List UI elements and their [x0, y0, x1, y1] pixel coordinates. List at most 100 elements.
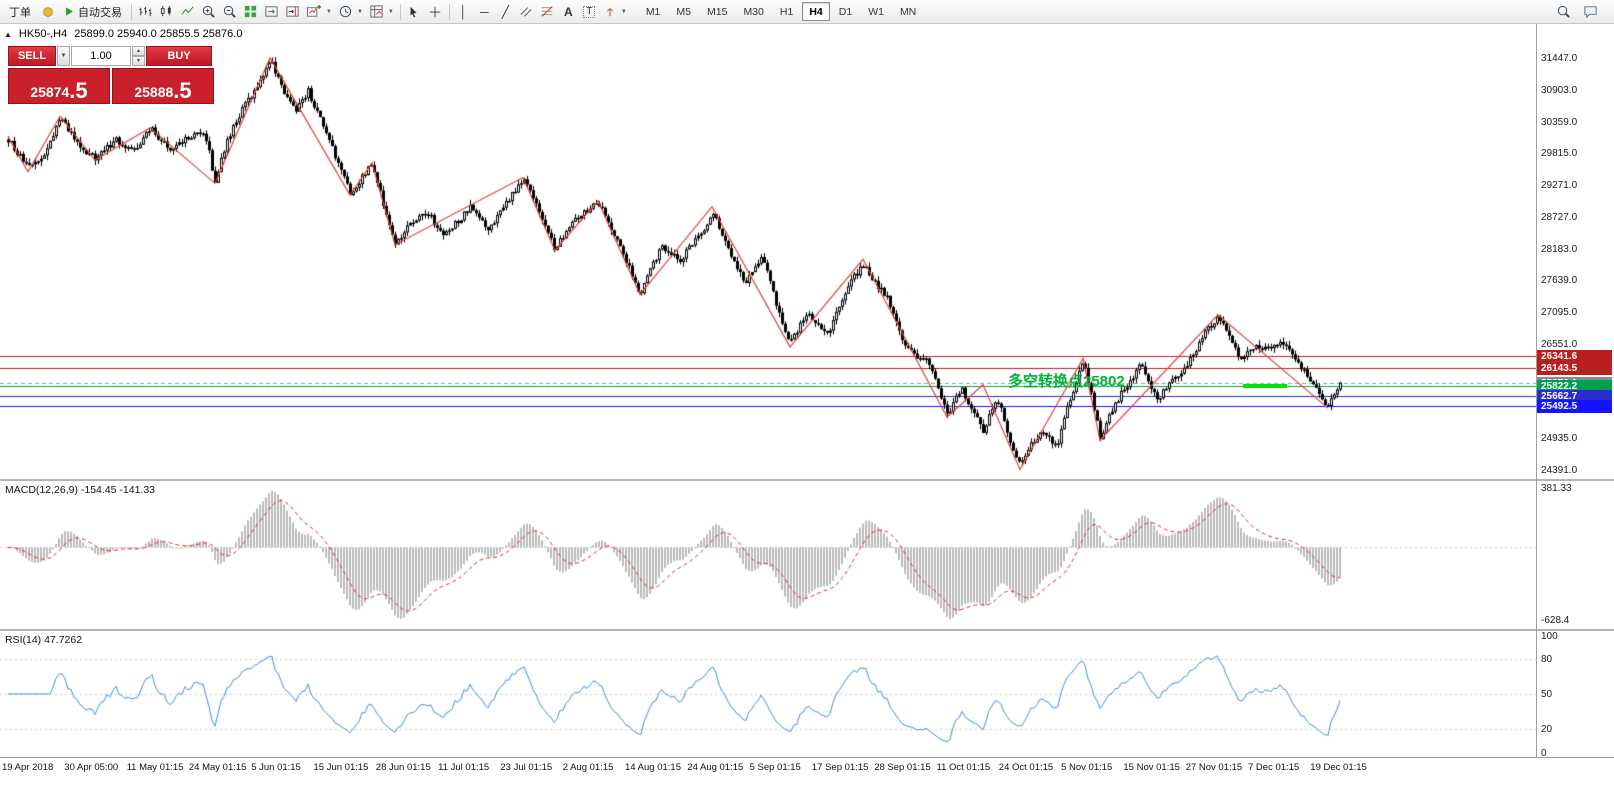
ohlc-bars-button[interactable]	[135, 2, 156, 22]
time-axis-label: 11 May 01:15	[126, 762, 184, 773]
pane-divider[interactable]	[0, 629, 1614, 631]
sell-price-display[interactable]: 25874.5	[8, 68, 110, 104]
chevron-down-icon: ▼	[326, 8, 332, 15]
time-axis-label: 5 Sep 01:15	[749, 762, 801, 773]
autotrade-label: 自动交易	[78, 6, 122, 19]
price-axis-label: 30359.0	[1541, 116, 1578, 128]
text-tool-button[interactable]: A	[558, 2, 579, 22]
time-axis-label: 5 Jun 01:15	[251, 762, 301, 773]
toolbar-separator	[448, 3, 450, 20]
order-tag-button[interactable]	[37, 2, 58, 22]
arrow-icon	[606, 7, 613, 16]
rsi-pane[interactable]: RSI(14) 47.7262	[0, 631, 1536, 757]
green-line-segment[interactable]	[1243, 383, 1287, 388]
macd-canvas[interactable]	[0, 481, 1536, 629]
timeframe-m30-button[interactable]: M30	[743, 5, 764, 18]
rsi-canvas[interactable]	[0, 631, 1536, 757]
trade-panel-toggle-icon[interactable]: ▲	[4, 29, 12, 39]
price-axis-label: 24935.0	[1541, 433, 1578, 445]
macd-pane[interactable]: MACD(12,26,9) -154.45 -141.33	[0, 481, 1536, 629]
timeframe-h1-button[interactable]: H1	[779, 5, 794, 18]
auto-scroll-button[interactable]	[261, 2, 282, 22]
buy-label: BUY	[167, 50, 191, 62]
price-axis-label: 24391.0	[1541, 465, 1578, 476]
tile-windows-button[interactable]	[240, 2, 261, 22]
candlestick-icon	[160, 5, 171, 17]
axis-separator	[1536, 24, 1537, 757]
new-order-label: 丁单	[9, 6, 31, 19]
label-tool-button[interactable]: T	[579, 2, 600, 22]
new-order-button[interactable]: 丁单	[3, 2, 37, 22]
price-axis-label: 29815.0	[1541, 148, 1578, 160]
buy-button[interactable]: BUY	[146, 46, 212, 66]
sell-button[interactable]: SELL	[8, 46, 56, 66]
order-type-dropdown[interactable]: ▼	[57, 46, 70, 66]
gold-tag-icon	[42, 6, 53, 17]
chart-annotation-text[interactable]: 多空转换点25802	[1008, 373, 1125, 390]
chat-bubble-icon	[1584, 6, 1597, 19]
rsi-axis-label: 20	[1541, 724, 1553, 736]
fibonacci-tool-button[interactable]	[537, 2, 558, 22]
timeframe-m1-button[interactable]: M1	[645, 5, 661, 18]
rsi-label: RSI(14) 47.7262	[5, 634, 83, 646]
search-button[interactable]	[1553, 2, 1574, 22]
pane-divider[interactable]	[0, 479, 1614, 481]
crosshair-icon	[430, 6, 441, 17]
channel-tool-button[interactable]	[516, 2, 537, 22]
search-icon	[1557, 5, 1570, 18]
timeframe-m15-button[interactable]: M15	[707, 5, 728, 18]
timeframe-h4-button[interactable]: H4	[802, 2, 830, 21]
price-axis-label: 27095.0	[1541, 307, 1578, 319]
crosshair-tool-button[interactable]	[425, 2, 446, 22]
macd-axis[interactable]: 381.33 -628.4	[1537, 481, 1614, 629]
arrows-tool-button[interactable]: ▼	[600, 2, 630, 22]
chevron-down-icon: ▼	[60, 53, 67, 59]
buy-price-display[interactable]: 25888.5	[112, 68, 214, 104]
chart-shift-button[interactable]	[282, 2, 303, 22]
price-axis[interactable]: 31447.0 30903.0 30359.0 29815.0 29271.0 28727…	[1537, 24, 1614, 479]
vertical-line-tool-button[interactable]: │	[453, 2, 474, 22]
horizontal-line-tool-button[interactable]: ─	[474, 2, 495, 22]
zoom-in-icon	[202, 5, 215, 18]
timeframe-w1-button[interactable]: W1	[868, 5, 884, 18]
symbol-title: HK50-,H4	[18, 28, 68, 40]
price-line-tag: 26341.6	[1537, 350, 1612, 364]
time-axis[interactable]: 19 Apr 2018 30 Apr 05:00 11 May 01:15 24 Ma…	[0, 757, 1614, 777]
price-axis-label: 28183.0	[1541, 243, 1578, 255]
text-tool-label: A	[564, 4, 573, 19]
fibonacci-icon	[541, 5, 553, 17]
timeframe-m5-button[interactable]: M5	[676, 5, 691, 18]
rsi-axis[interactable]: 100 80 50 20 0	[1537, 631, 1614, 757]
autotrade-button[interactable]: 自动交易	[58, 2, 128, 22]
line-chart-button[interactable]	[177, 2, 198, 22]
volume-down-icon[interactable]: ▼	[132, 56, 145, 66]
cursor-tool-button[interactable]	[404, 2, 425, 22]
chat-button[interactable]	[1580, 2, 1601, 22]
volume-input[interactable]	[71, 46, 131, 66]
symbol-info-bar: ▲ HK50-,H4 25899.0 25940.0 25855.5 25876…	[4, 28, 242, 40]
periods-button[interactable]: ▼	[335, 2, 366, 22]
trendline-tool-button[interactable]: ╱	[495, 2, 516, 22]
new-chart-button[interactable]: ▼	[303, 2, 335, 22]
price-axis-label: 30903.0	[1541, 84, 1578, 96]
zoom-in-button[interactable]	[198, 2, 219, 22]
ohlc-bars-icon	[139, 6, 152, 17]
clock-icon	[339, 5, 352, 18]
time-axis-label: 23 Jul 01:15	[500, 762, 553, 773]
candlestick-button[interactable]	[156, 2, 177, 22]
price-chart-canvas[interactable]	[0, 24, 1536, 479]
timeframe-d1-button[interactable]: D1	[838, 5, 853, 18]
horizontal-line-icon: ─	[480, 4, 489, 19]
templates-button[interactable]: ▼	[366, 2, 397, 22]
toolbar-separator	[131, 3, 132, 20]
price-chart-pane[interactable]: ▲ HK50-,H4 25899.0 25940.0 25855.5 25876…	[0, 24, 1536, 479]
timeframe-mn-button[interactable]: MN	[899, 5, 917, 18]
time-axis-label: 24 Aug 01:15	[687, 762, 744, 773]
zoom-out-button[interactable]	[219, 2, 240, 22]
volume-stepper[interactable]: ▲ ▼	[132, 46, 145, 66]
volume-up-icon[interactable]: ▲	[132, 46, 145, 56]
price-axis-label: 28727.0	[1541, 211, 1578, 223]
grid-icon	[244, 5, 257, 18]
rsi-axis-label: 50	[1541, 689, 1553, 700]
